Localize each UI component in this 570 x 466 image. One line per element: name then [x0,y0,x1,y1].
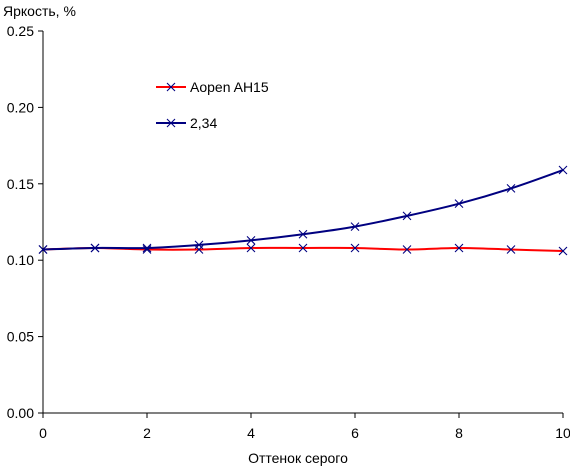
data-point [350,243,360,253]
data-point [90,243,100,253]
data-point [402,245,412,254]
data-point [194,240,204,250]
legend-marker [166,82,176,92]
data-point [298,229,308,239]
x-tick-label: 0 [39,425,47,441]
x-tick-label: 2 [143,425,151,441]
data-point [506,183,516,193]
legend-marker [166,118,176,128]
data-point [350,222,360,231]
data-point [38,245,48,254]
data-point [246,235,256,245]
data-point [454,199,464,209]
y-tick-label: 0.25 [7,23,34,39]
x-tick-label: 8 [455,425,463,441]
data-point [558,246,568,256]
legend-item-1: Aopen AH15 [156,79,269,95]
x-tick-label: 4 [247,425,255,441]
data-point [558,165,568,175]
series-2 [38,165,568,254]
legend: Aopen AH15 2,34 [156,79,269,131]
axes: 0.00 0.05 0.10 0.15 0.20 0.25 0 2 4 6 8 10 [7,23,570,441]
y-tick-label: 0.20 [7,99,34,115]
x-tick-label: 6 [351,425,359,441]
series-line [42,169,564,251]
y-tick-label: 0.00 [7,405,34,421]
series-layer [38,165,568,256]
y-axis-title: Яркость, % [3,3,76,19]
data-point [454,243,464,253]
legend-label: 2,34 [190,115,217,131]
series-1 [38,243,568,256]
data-point [506,245,516,254]
x-axis-title: Оттенок серого [248,450,348,466]
data-point [402,211,412,221]
legend-label: Aopen AH15 [190,79,269,95]
y-tick-label: 0.10 [7,252,34,268]
data-point [142,243,152,253]
x-tick-label: 10 [555,425,570,441]
legend-item-2: 2,34 [156,115,217,131]
data-point [142,245,152,254]
y-tick-label: 0.15 [7,176,34,192]
y-tick-label: 0.05 [7,329,34,345]
data-point [246,243,256,253]
data-point [298,243,308,253]
